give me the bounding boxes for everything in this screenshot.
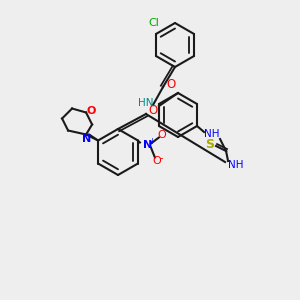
Text: +: + xyxy=(148,137,155,146)
Text: Cl: Cl xyxy=(148,18,159,28)
Text: O: O xyxy=(158,130,166,140)
Text: NH: NH xyxy=(228,160,244,170)
Text: N: N xyxy=(82,134,92,143)
Text: O: O xyxy=(86,106,96,116)
Text: NH: NH xyxy=(204,129,220,139)
Text: O: O xyxy=(148,104,158,118)
Text: N: N xyxy=(143,140,152,151)
Text: HN: HN xyxy=(138,98,154,108)
Text: O: O xyxy=(152,157,161,166)
Text: -: - xyxy=(159,154,163,164)
Text: O: O xyxy=(167,77,176,91)
Text: S: S xyxy=(206,139,214,152)
